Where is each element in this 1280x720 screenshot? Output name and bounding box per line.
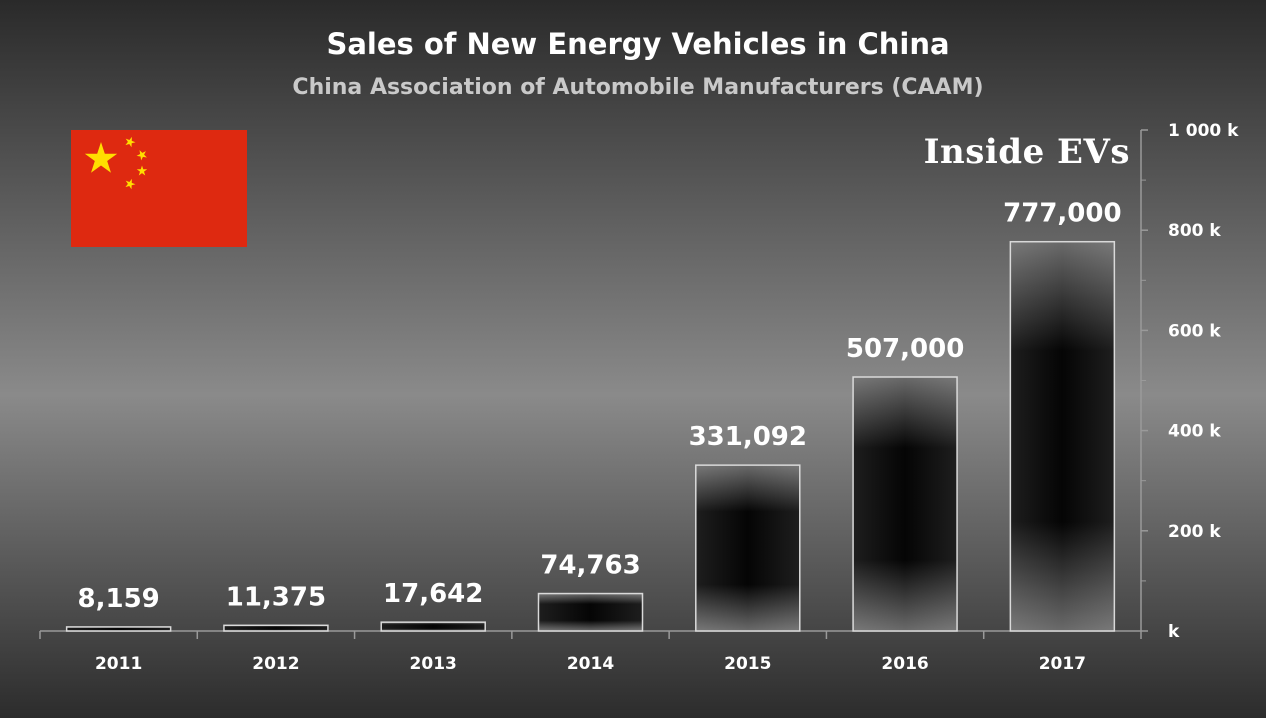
y-tick-label: 800 k — [1168, 221, 1221, 241]
bar-sheen — [538, 593, 643, 631]
flag-small-star — [125, 178, 136, 190]
bar-2014 — [537, 592, 644, 632]
bar-sheen — [66, 626, 171, 631]
bar-2016 — [852, 376, 958, 632]
bar-sheen — [1010, 241, 1115, 631]
bar-sheen — [223, 625, 328, 631]
bar-value-label: 17,642 — [383, 579, 483, 609]
bar-value-label: 777,000 — [1003, 199, 1121, 229]
china-flag — [71, 130, 247, 247]
flag-large-star — [84, 142, 118, 173]
bar-2015 — [695, 464, 801, 632]
bar-value-label: 11,375 — [226, 582, 326, 612]
x-tick-label: 2015 — [724, 654, 771, 674]
bar-sheen — [381, 622, 486, 631]
y-axis-ticks: k 200 k 400 k 600 k 800 k 1 000 k — [1141, 121, 1239, 642]
bar-series — [65, 240, 1116, 632]
flag-stars — [84, 136, 148, 190]
flag-small-star — [125, 136, 136, 148]
x-tick-label: 2011 — [95, 654, 142, 674]
y-tick-label: 400 k — [1168, 422, 1221, 442]
value-labels: 8,159 11,375 17,642 74,763 331,092 507,000 777… — [78, 199, 1122, 614]
bar-value-label: 331,092 — [689, 422, 807, 452]
y-tick-label: 1 000 k — [1168, 121, 1239, 141]
bar-sheen — [695, 465, 800, 631]
flag-small-star — [136, 165, 148, 176]
x-axis-separators — [39, 631, 1142, 639]
bar-sheen — [853, 376, 958, 631]
bar-value-label: 8,159 — [78, 584, 160, 614]
bar-2017 — [1009, 240, 1116, 632]
x-tick-label: 2014 — [567, 654, 614, 674]
x-tick-label: 2012 — [252, 654, 299, 674]
bar-value-label: 507,000 — [846, 334, 964, 364]
x-tick-label: 2017 — [1039, 654, 1086, 674]
flag-field — [71, 130, 247, 247]
brand-logo: Inside EVs — [924, 132, 1130, 172]
y-axis: k 200 k 400 k 600 k 800 k 1 000 k — [1140, 121, 1239, 642]
y-tick-label: 600 k — [1168, 321, 1221, 341]
y-tick-label: k — [1168, 622, 1180, 642]
chart-title: Sales of New Energy Vehicles in China — [326, 27, 949, 61]
flag-small-star — [136, 150, 147, 161]
bar-2012 — [223, 624, 329, 632]
y-tick-label: 200 k — [1168, 522, 1221, 542]
x-tick-label: 2013 — [410, 654, 457, 674]
bar-2011 — [65, 626, 172, 632]
x-tick-label: 2016 — [881, 654, 928, 674]
bar-2013 — [380, 621, 486, 632]
chart-subtitle: China Association of Automobile Manufact… — [292, 75, 983, 100]
bar-value-label: 74,763 — [540, 551, 640, 581]
x-axis-tick-labels: 2011 2012 2013 2014 2015 2016 2017 — [95, 654, 1086, 674]
